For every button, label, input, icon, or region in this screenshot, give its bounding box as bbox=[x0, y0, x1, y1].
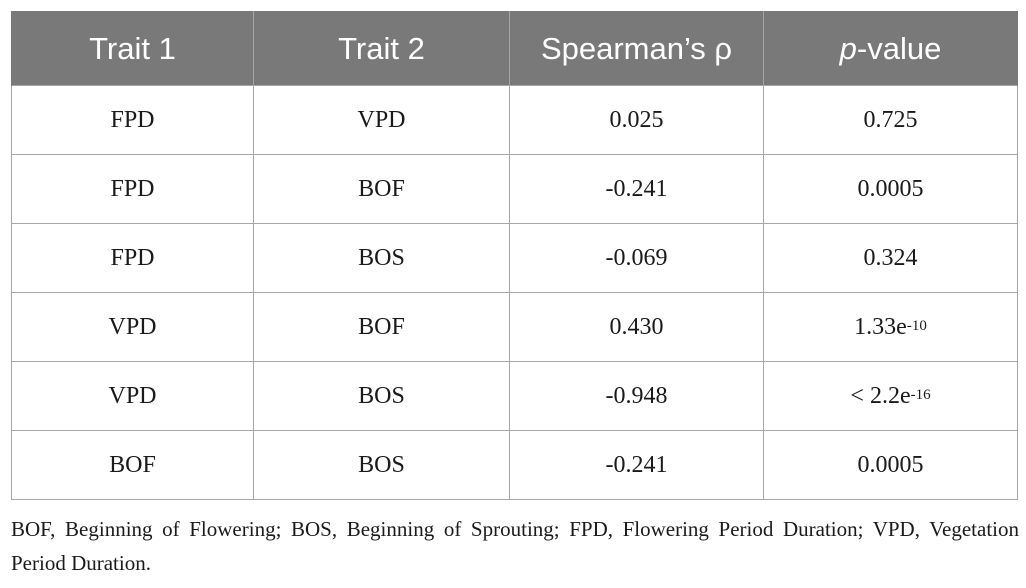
p-base: 0.725 bbox=[863, 106, 918, 133]
p-exponent: -10 bbox=[906, 317, 927, 334]
cell-rho: -0.241 bbox=[509, 154, 764, 224]
header-trait1: Trait 1 bbox=[11, 11, 254, 86]
table-row: BOF BOS -0.241 0.0005 bbox=[11, 430, 1018, 500]
cell-rho: -0.948 bbox=[509, 361, 764, 431]
cell-trait2: BOS bbox=[253, 223, 510, 293]
cell-trait1: FPD bbox=[11, 154, 254, 224]
correlation-table: Trait 1 Trait 2 Spearman’s ρ p-value FPD… bbox=[11, 11, 1018, 500]
header-spearman-rho: Spearman’s ρ bbox=[509, 11, 764, 86]
cell-trait2: VPD bbox=[253, 85, 510, 155]
cell-trait2: BOS bbox=[253, 430, 510, 500]
table-row: FPD VPD 0.025 0.725 bbox=[11, 85, 1018, 155]
p-base: 0.0005 bbox=[857, 451, 924, 478]
cell-p-value: 0.324 bbox=[763, 223, 1018, 293]
p-base: 1.33e bbox=[854, 313, 907, 340]
cell-trait1: VPD bbox=[11, 292, 254, 362]
p-base: 0.0005 bbox=[857, 175, 924, 202]
table-header: Trait 1 Trait 2 Spearman’s ρ p-value bbox=[11, 11, 1018, 86]
cell-p-value: 1.33e-10 bbox=[763, 292, 1018, 362]
p-base: 0.324 bbox=[863, 244, 918, 271]
cell-rho: -0.069 bbox=[509, 223, 764, 293]
correlation-table-container: Trait 1 Trait 2 Spearman’s ρ p-value FPD… bbox=[11, 11, 1018, 500]
p-base: < 2.2e bbox=[850, 382, 911, 409]
cell-p-value: < 2.2e-16 bbox=[763, 361, 1018, 431]
header-p-value: p-value bbox=[763, 11, 1018, 86]
cell-rho: 0.430 bbox=[509, 292, 764, 362]
cell-p-value: 0.0005 bbox=[763, 154, 1018, 224]
table-footnote: BOF, Beginning of Flowering; BOS, Beginn… bbox=[11, 517, 1019, 575]
cell-rho: -0.241 bbox=[509, 430, 764, 500]
table-row: VPD BOF 0.430 1.33e-10 bbox=[11, 292, 1018, 362]
cell-p-value: 0.725 bbox=[763, 85, 1018, 155]
header-p-rest: -value bbox=[856, 30, 942, 66]
cell-trait1: VPD bbox=[11, 361, 254, 431]
table-row: VPD BOS -0.948 < 2.2e-16 bbox=[11, 361, 1018, 431]
p-exponent: -16 bbox=[910, 386, 931, 403]
header-trait2: Trait 2 bbox=[253, 11, 510, 86]
table-row: FPD BOF -0.241 0.0005 bbox=[11, 154, 1018, 224]
cell-trait1: BOF bbox=[11, 430, 254, 500]
cell-p-value: 0.0005 bbox=[763, 430, 1018, 500]
cell-rho: 0.025 bbox=[509, 85, 764, 155]
header-p-italic: p bbox=[839, 30, 857, 66]
header-row: Trait 1 Trait 2 Spearman’s ρ p-value bbox=[11, 11, 1018, 86]
table-row: FPD BOS -0.069 0.324 bbox=[11, 223, 1018, 293]
cell-trait2: BOF bbox=[253, 292, 510, 362]
cell-trait1: FPD bbox=[11, 85, 254, 155]
cell-trait2: BOS bbox=[253, 361, 510, 431]
cell-trait2: BOF bbox=[253, 154, 510, 224]
cell-trait1: FPD bbox=[11, 223, 254, 293]
table-body: FPD VPD 0.025 0.725 FPD BOF -0.241 0.000… bbox=[11, 85, 1018, 500]
